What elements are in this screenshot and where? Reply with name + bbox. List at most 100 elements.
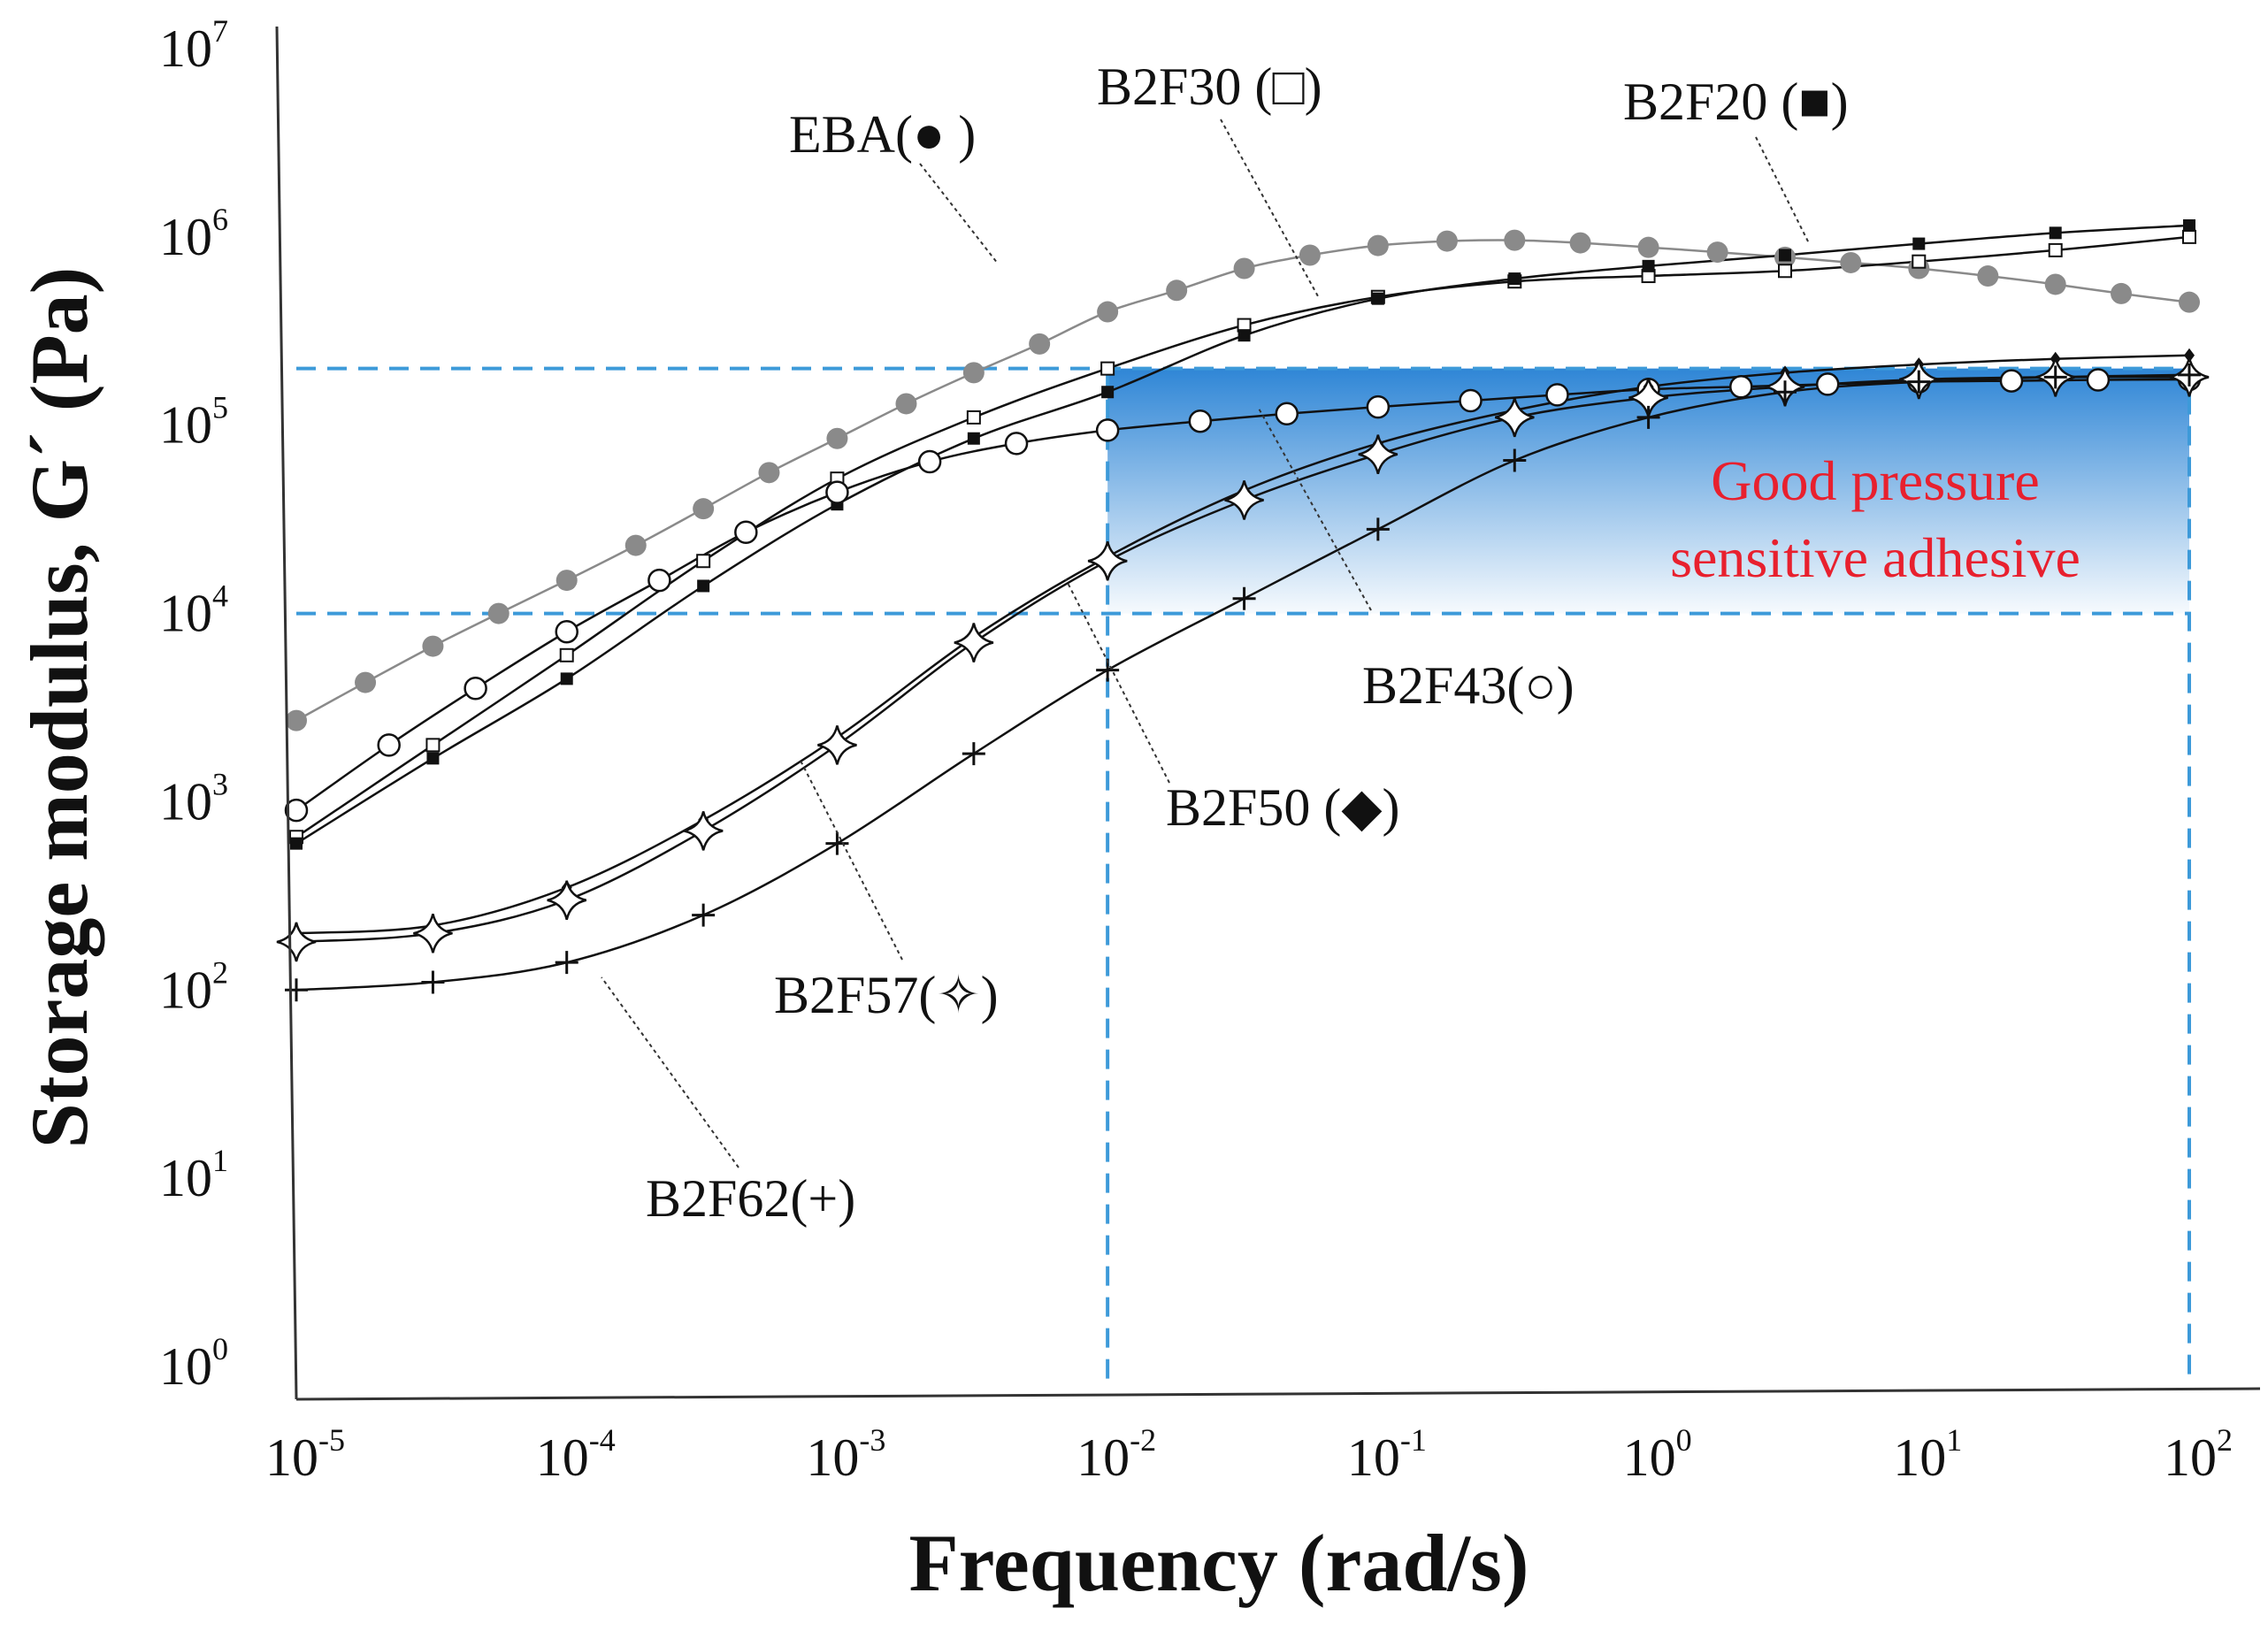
x-axis-line	[295, 1387, 2261, 1401]
series-markers-b2f20	[290, 218, 2195, 850]
leader-eba	[919, 163, 999, 264]
data-point-eba-17	[1436, 230, 1458, 252]
x-tick-label-7-exp: 2	[2217, 1422, 2233, 1458]
data-point-b2f43-3	[555, 619, 578, 644]
x-tick-label-7-base: 10	[2164, 1428, 2217, 1487]
x-tick-label-3-exp: -2	[1130, 1422, 1156, 1458]
x-tick-label-0-text: 10-5	[265, 1422, 345, 1487]
x-tick-label-1-base: 10	[536, 1428, 589, 1487]
data-point-b2f57-0	[276, 922, 317, 962]
y-tick-label-2-text: 102	[159, 954, 228, 1019]
y-tick-label-3: 103	[159, 766, 228, 831]
x-tick-label-3-text: 10-2	[1077, 1422, 1156, 1487]
y-tick-label-4-text: 104	[159, 578, 228, 643]
data-point-b2f30-5	[966, 410, 981, 425]
series-label-b2f62: B2F62(+)	[646, 1169, 855, 1228]
data-point-b2f43-4	[647, 568, 671, 593]
y-tick-label-3-base: 10	[159, 772, 212, 831]
y-tick-label-5: 105	[159, 390, 228, 455]
x-tick-label-1: 10-4	[536, 1422, 616, 1487]
y-tick-label-3-text: 103	[159, 766, 228, 831]
x-tick-label-4-exp: -1	[1400, 1422, 1427, 1458]
y-tick-label-7-text: 107	[159, 13, 228, 78]
series-curve-b2f20	[295, 224, 2190, 845]
data-point-b2f43-5	[734, 520, 758, 545]
data-point-b2f57-4	[817, 725, 857, 765]
data-point-b2f57-5	[954, 623, 994, 662]
y-tick-label-0: 100	[159, 1331, 228, 1396]
data-point-eba-0	[286, 709, 307, 731]
data-point-b2f20-9	[1508, 272, 1521, 286]
data-point-eba-15	[1299, 244, 1321, 266]
series-markers	[276, 218, 2210, 1002]
data-point-b2f62-2	[555, 951, 578, 975]
x-tick-label-1-exp: -4	[589, 1422, 616, 1458]
x-tick-labels: 10-5 10-4 10-3 10-2 10-1 100 101 102	[265, 1422, 2233, 1487]
y-tick-label-1: 101	[159, 1143, 228, 1207]
data-point-b2f20-10	[1642, 259, 1655, 272]
y-tick-label-6-exp: 6	[212, 202, 228, 237]
x-tick-label-7-text: 102	[2164, 1422, 2233, 1487]
data-point-b2f43-20	[2086, 368, 2111, 392]
data-point-b2f20-0	[290, 837, 303, 850]
data-point-b2f43-8	[1004, 432, 1029, 456]
data-point-eba-7	[758, 462, 780, 484]
data-point-eba-4	[556, 570, 578, 592]
data-point-eba-23	[1840, 251, 1862, 273]
x-tick-label-4-base: 10	[1347, 1428, 1400, 1487]
data-point-eba-9	[895, 393, 917, 415]
data-point-b2f57-8	[1358, 434, 1398, 474]
y-tick-label-0-text: 100	[159, 1331, 228, 1396]
y-tick-label-7: 107	[159, 13, 228, 78]
data-point-b2f57-3	[683, 811, 724, 851]
data-point-b2f57-2	[547, 880, 587, 921]
data-point-b2f20-13	[2049, 226, 2062, 240]
y-tick-label-6-text: 106	[159, 202, 228, 266]
y-tick-label-5-text: 105	[159, 390, 228, 455]
data-point-b2f43-14	[1545, 383, 1569, 407]
x-tick-label-5: 100	[1623, 1422, 1692, 1487]
data-point-eba-5	[624, 534, 647, 556]
data-point-eba-8	[826, 427, 848, 449]
data-point-b2f43-10	[1188, 409, 1213, 433]
data-point-eba-18	[1504, 229, 1526, 251]
data-point-eba-19	[1569, 232, 1591, 254]
series-curve-b2f57	[295, 375, 2190, 944]
y-axis-line	[275, 26, 298, 1400]
series-markers-eba	[286, 229, 2200, 731]
data-point-b2f20-5	[967, 432, 980, 445]
data-point-eba-12	[1097, 301, 1119, 323]
x-axis-title: Frequency (rad/s)	[908, 1518, 1529, 1608]
x-tick-label-4-text: 10-1	[1347, 1422, 1427, 1487]
series-label-b2f50: B2F50 (◆)	[1166, 778, 1400, 837]
series-curve-b2f50	[295, 354, 2190, 935]
x-tick-label-2-text: 10-3	[806, 1422, 885, 1487]
data-point-b2f20-14	[2183, 218, 2195, 232]
data-point-eba-11	[1029, 333, 1051, 355]
y-tick-label-2-exp: 2	[212, 954, 228, 990]
series-labels: EBA(● ) B2F30 (□) B2F20 (■) B2F43(○) B2F…	[646, 57, 1849, 1228]
data-point-b2f20-6	[1101, 386, 1115, 399]
data-point-b2f62-3	[692, 903, 716, 927]
data-point-b2f20-8	[1371, 292, 1384, 305]
data-point-b2f62-4	[825, 831, 849, 855]
data-point-b2f20-7	[1237, 329, 1251, 342]
data-point-b2f43-13	[1459, 388, 1483, 413]
data-point-b2f57-7	[1224, 480, 1264, 520]
region-label-line1: Good pressure	[1711, 449, 2039, 512]
data-point-eba-28	[2179, 291, 2200, 313]
data-point-b2f62-8	[1366, 517, 1390, 541]
x-tick-label-6-exp: 1	[1946, 1422, 1962, 1458]
y-tick-label-4-exp: 4	[212, 578, 228, 614]
leader-b2f20	[1755, 136, 1810, 244]
data-point-eba-1	[355, 671, 377, 693]
data-point-b2f43-2	[464, 677, 487, 701]
data-point-b2f20-11	[1779, 249, 1792, 262]
x-tick-label-2: 10-3	[806, 1422, 885, 1487]
data-point-b2f20-12	[1912, 237, 1926, 250]
x-tick-label-6: 101	[1893, 1422, 1962, 1487]
data-point-eba-2	[422, 635, 444, 657]
x-tick-label-5-exp: 0	[1676, 1422, 1692, 1458]
y-tick-label-3-exp: 3	[212, 766, 228, 801]
x-tick-label-0: 10-5	[265, 1422, 345, 1487]
